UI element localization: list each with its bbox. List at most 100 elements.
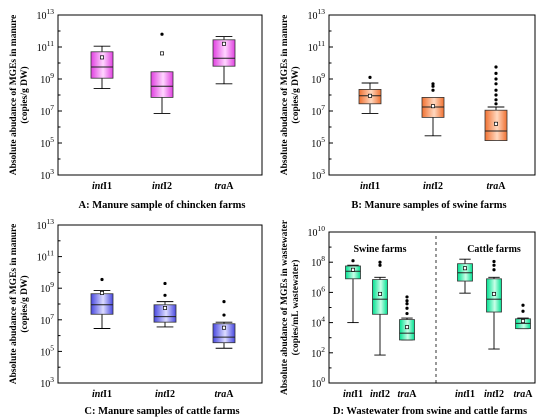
box-mean	[405, 325, 409, 330]
box-mean	[351, 267, 355, 272]
category-label: intI2	[484, 389, 504, 400]
category-label: traA	[215, 181, 235, 192]
y-tick-label: 104	[311, 315, 325, 330]
y-tick-base: 10	[40, 107, 50, 118]
y-tick-label: 1011	[308, 39, 325, 54]
y-tick-base: 10	[40, 171, 50, 182]
y-tick-exponent: 8	[321, 254, 325, 263]
y-tick-base: 10	[40, 316, 50, 327]
outlier-point	[521, 303, 525, 307]
category-label: traA	[514, 389, 534, 400]
category-suffix: I1	[103, 181, 112, 192]
y-tick-exponent: 13	[47, 7, 55, 16]
box-mean	[431, 104, 435, 109]
y-tick-base: 10	[311, 349, 321, 360]
category-label: intI1	[92, 181, 112, 192]
y-tick-base: 10	[40, 75, 50, 86]
y-tick-label: 1010	[308, 224, 326, 239]
outlier-point	[494, 102, 498, 106]
y-tick-label: 105	[40, 135, 54, 150]
box-5: intI2	[484, 259, 504, 400]
y-tick-exponent: 5	[50, 135, 54, 144]
y-tick-exponent: 0	[321, 375, 325, 384]
plot-frame	[57, 224, 263, 384]
y-tick-label: 1013	[308, 7, 326, 22]
group-label: Swine farms	[353, 244, 406, 255]
box-mean	[100, 55, 104, 60]
box-mean	[222, 325, 226, 330]
box-iqr	[90, 51, 114, 79]
y-tick-base: 10	[311, 288, 321, 299]
y-tick-base: 10	[40, 139, 50, 150]
y-tick-exponent: 11	[47, 39, 54, 48]
category-suffix: I1	[354, 389, 363, 400]
box-1: intI1	[343, 259, 363, 400]
category-prefix: int	[92, 389, 104, 400]
outlier-point	[494, 71, 498, 75]
category-suffix: I2	[495, 389, 504, 400]
outlier-point	[378, 263, 382, 267]
box-mean	[100, 290, 104, 295]
outlier-point	[494, 98, 498, 102]
y-axis-unit-label: (copies/g DW)	[290, 66, 301, 123]
outlier-point	[368, 75, 372, 79]
y-tick-base: 10	[311, 319, 321, 330]
outlier-point	[492, 263, 496, 267]
outlier-point	[521, 309, 525, 313]
outlier-point	[494, 93, 498, 97]
y-tick-base: 10	[40, 347, 50, 358]
y-tick-base: 10	[308, 228, 318, 239]
panel-caption: B: Manure samples of swine farms	[351, 200, 506, 211]
y-tick-exponent: 5	[321, 135, 325, 144]
category-prefix: tra	[215, 181, 227, 192]
panel-caption: C: Manure samples of cattle farms	[84, 406, 239, 417]
y-axis-label: Absolute abudance of MGEs in manure	[9, 224, 19, 385]
box-6: traA	[514, 303, 534, 400]
y-tick-label: 102	[311, 345, 325, 360]
box-mean	[521, 319, 525, 324]
category-label: traA	[215, 389, 235, 400]
y-tick-base: 10	[308, 11, 318, 22]
y-tick-exponent: 9	[50, 280, 54, 289]
box-2: intI2	[153, 281, 177, 400]
box-1: intI1	[90, 277, 114, 400]
box-iqr	[399, 319, 415, 341]
category-prefix: int	[92, 181, 104, 192]
category-suffix: I1	[466, 389, 475, 400]
outlier-point	[405, 299, 409, 303]
y-tick-exponent: 7	[50, 312, 54, 321]
y-tick-base: 10	[40, 284, 50, 295]
y-tick-base: 10	[308, 43, 318, 54]
outlier-point	[378, 260, 382, 264]
outlier-point	[494, 77, 498, 81]
category-label: intI1	[343, 389, 363, 400]
outlier-point	[405, 311, 409, 316]
outlier-point	[222, 313, 226, 317]
y-axis-unit-label: (copies/g DW)	[19, 275, 30, 332]
box-2: intI2	[421, 82, 445, 192]
outlier-point	[492, 268, 496, 272]
outlier-point	[494, 88, 498, 92]
box-mean	[492, 291, 496, 296]
box-3: traA	[398, 295, 417, 400]
y-tick-exponent: 10	[318, 224, 326, 233]
y-tick-exponent: 5	[50, 343, 54, 352]
outlier-point	[163, 281, 167, 286]
y-tick-base: 10	[311, 107, 321, 118]
y-tick-base: 10	[311, 258, 321, 269]
y-tick-base: 10	[37, 11, 47, 22]
category-suffix: A	[226, 389, 234, 400]
y-tick-exponent: 2	[321, 345, 325, 354]
panel-caption: A: Manure sample of chincken farms	[79, 200, 246, 211]
box-iqr	[153, 304, 177, 323]
box-iqr	[150, 71, 174, 98]
category-suffix: A	[525, 389, 533, 400]
y-tick-exponent: 9	[50, 71, 54, 80]
category-prefix: tra	[514, 389, 526, 400]
category-suffix: I2	[166, 389, 175, 400]
y-tick-exponent: 13	[47, 217, 55, 226]
category-label: intI2	[423, 181, 443, 192]
category-label: intI1	[92, 389, 112, 400]
